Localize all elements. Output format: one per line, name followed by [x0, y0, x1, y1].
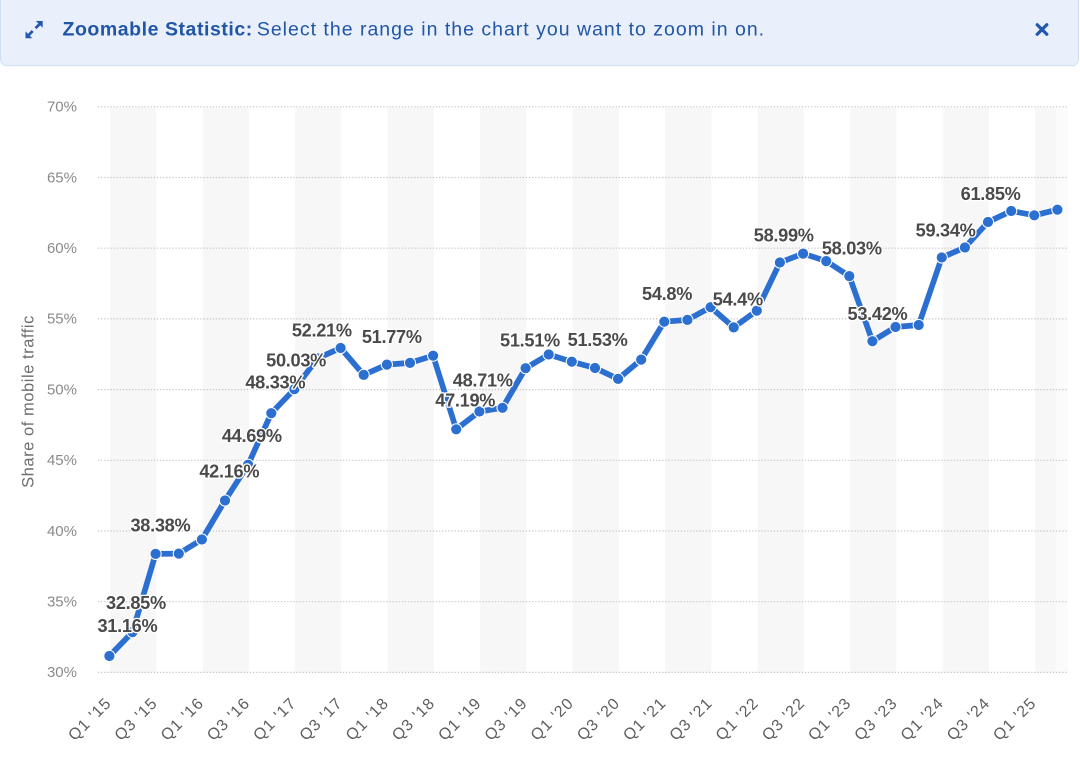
svg-text:31.16%: 31.16% — [97, 616, 157, 636]
svg-text:48.33%: 48.33% — [245, 373, 305, 393]
svg-text:51.53%: 51.53% — [568, 330, 628, 350]
svg-text:50.03%: 50.03% — [266, 351, 326, 371]
svg-text:45%: 45% — [47, 452, 77, 469]
svg-text:59.34%: 59.34% — [916, 221, 976, 241]
svg-text:42.16%: 42.16% — [199, 462, 259, 482]
svg-text:40%: 40% — [47, 523, 77, 540]
svg-text:55%: 55% — [47, 311, 77, 328]
svg-text:51.51%: 51.51% — [500, 330, 560, 350]
svg-text:58.03%: 58.03% — [822, 238, 882, 258]
svg-text:53.42%: 53.42% — [848, 304, 908, 324]
svg-text:54.8%: 54.8% — [642, 284, 692, 304]
svg-text:35%: 35% — [47, 594, 77, 611]
svg-text:50%: 50% — [47, 381, 77, 398]
svg-text:61.85%: 61.85% — [961, 184, 1021, 204]
svg-text:54.4%: 54.4% — [713, 290, 763, 310]
svg-text:58.99%: 58.99% — [754, 226, 814, 246]
svg-text:Share of mobile traffic: Share of mobile traffic — [20, 315, 38, 488]
svg-text:70%: 70% — [47, 99, 77, 116]
svg-text:38.38%: 38.38% — [130, 515, 190, 535]
svg-text:30%: 30% — [47, 664, 77, 681]
svg-text:51.77%: 51.77% — [362, 327, 422, 347]
svg-text:48.71%: 48.71% — [453, 370, 513, 390]
svg-text:Zoomable Statistic:Select the: Zoomable Statistic: Select the range in t… — [63, 19, 766, 41]
svg-text:47.19%: 47.19% — [435, 390, 495, 410]
svg-text:52.21%: 52.21% — [292, 321, 352, 341]
svg-text:60%: 60% — [47, 240, 77, 257]
svg-text:32.85%: 32.85% — [106, 593, 166, 613]
svg-text:44.69%: 44.69% — [222, 426, 282, 446]
svg-text:65%: 65% — [47, 169, 77, 186]
